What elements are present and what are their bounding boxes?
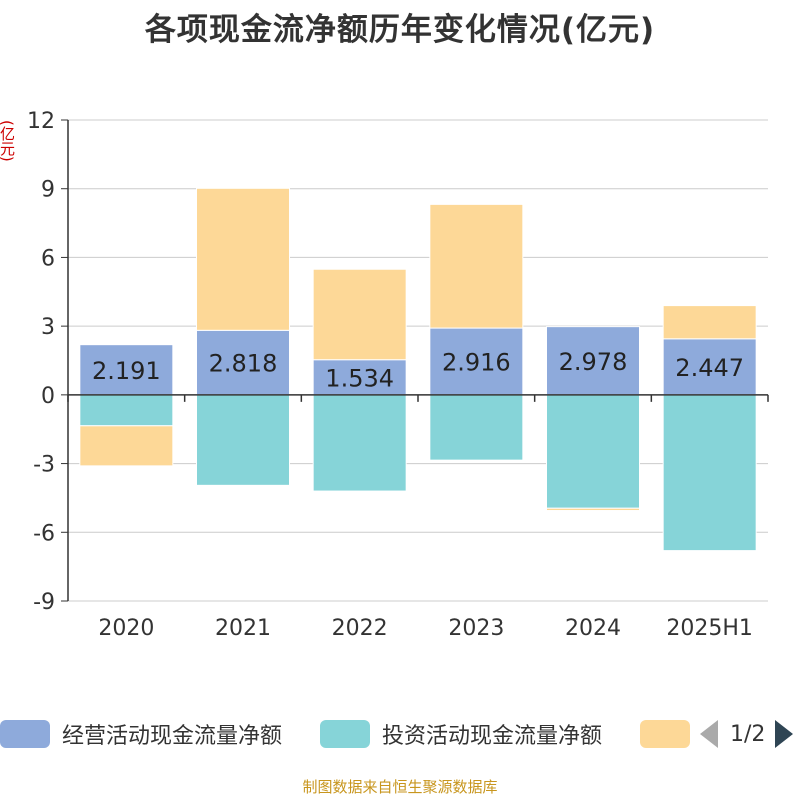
bar-2-2021 — [196, 394, 290, 486]
x-tick-label: 2021 — [215, 616, 271, 641]
legend-label-operating: 经营活动现金流量净额 — [62, 724, 283, 749]
chart-plot: 12 9 6 3 0 -3 -6 -9 2.191 2020 2.818 2021 1.534 2022 2… — [27, 109, 769, 641]
legend-item-investing[interactable]: 投资活动现金流量净额 — [320, 716, 602, 752]
bar-3-2022 — [312, 268, 407, 361]
labels: 12 9 6 3 0 -3 -6 -9 2.191 2020 2.818 2021 1.534 2022 2… — [27, 109, 753, 641]
legend-item-third[interactable] — [640, 716, 702, 752]
data-label: 2.818 — [209, 350, 278, 378]
y-tick-label: 9 — [41, 178, 55, 203]
legend-prev-icon[interactable] — [700, 720, 718, 748]
bar-1-2024 — [546, 326, 640, 396]
legend-swatch-investing — [320, 720, 370, 748]
legend: 经营活动现金流量净额 投资活动现金流量净额 — [0, 716, 800, 756]
y-axis-unit: (亿元) — [0, 120, 16, 162]
data-label: 2.978 — [559, 348, 628, 376]
bar-3-2025H1 — [662, 305, 757, 340]
legend-item-operating[interactable]: 经营活动现金流量净额 — [0, 716, 282, 752]
axes — [61, 119, 769, 602]
legend-pager: 1/2 — [700, 716, 794, 752]
bar-3-2023 — [429, 203, 524, 329]
bar-3-2020 — [79, 425, 174, 467]
bar-1-2025H1 — [662, 338, 757, 396]
legend-swatch-third — [640, 720, 690, 748]
legend-page-indicator: 1/2 — [730, 721, 766, 747]
legend-next-icon[interactable] — [775, 720, 794, 748]
bar-2-2020 — [79, 394, 174, 427]
y-tick-label: -9 — [33, 590, 55, 615]
y-tick-label: -3 — [33, 453, 55, 478]
y-tick-label: 3 — [41, 315, 55, 340]
bar-3-2024 — [546, 507, 640, 512]
bar-3-2021 — [196, 187, 290, 331]
data-label: 2.191 — [92, 357, 161, 385]
grid-lines — [68, 119, 768, 602]
data-label: 2.447 — [675, 354, 744, 382]
data-label: 1.534 — [325, 364, 394, 392]
legend-swatch-operating — [0, 720, 50, 748]
bar-2-2023 — [429, 394, 524, 461]
bar-2-2025H1 — [662, 394, 757, 552]
bar-1-2020 — [79, 344, 174, 396]
y-tick-label: 0 — [41, 384, 55, 409]
legend-label-investing: 投资活动现金流量净额 — [382, 724, 603, 749]
y-tick-label: 12 — [27, 109, 55, 134]
data-source: 制图数据来自恒生聚源数据库 — [302, 778, 498, 796]
x-tick-label: 2020 — [98, 616, 154, 641]
data-label: 2.916 — [442, 348, 511, 376]
x-tick-label: 2025H1 — [666, 616, 753, 641]
bars — [79, 187, 757, 552]
y-tick-label: 6 — [41, 246, 55, 271]
y-tick-label: -6 — [33, 521, 55, 546]
x-tick-label: 2024 — [565, 616, 621, 641]
x-tick-label: 2022 — [332, 616, 388, 641]
chart-title: 各项现金流净额历年变化情况(亿元) — [144, 12, 656, 48]
bar-2-2024 — [546, 394, 640, 509]
x-tick-label: 2023 — [448, 616, 504, 641]
bar-2-2022 — [312, 394, 407, 492]
